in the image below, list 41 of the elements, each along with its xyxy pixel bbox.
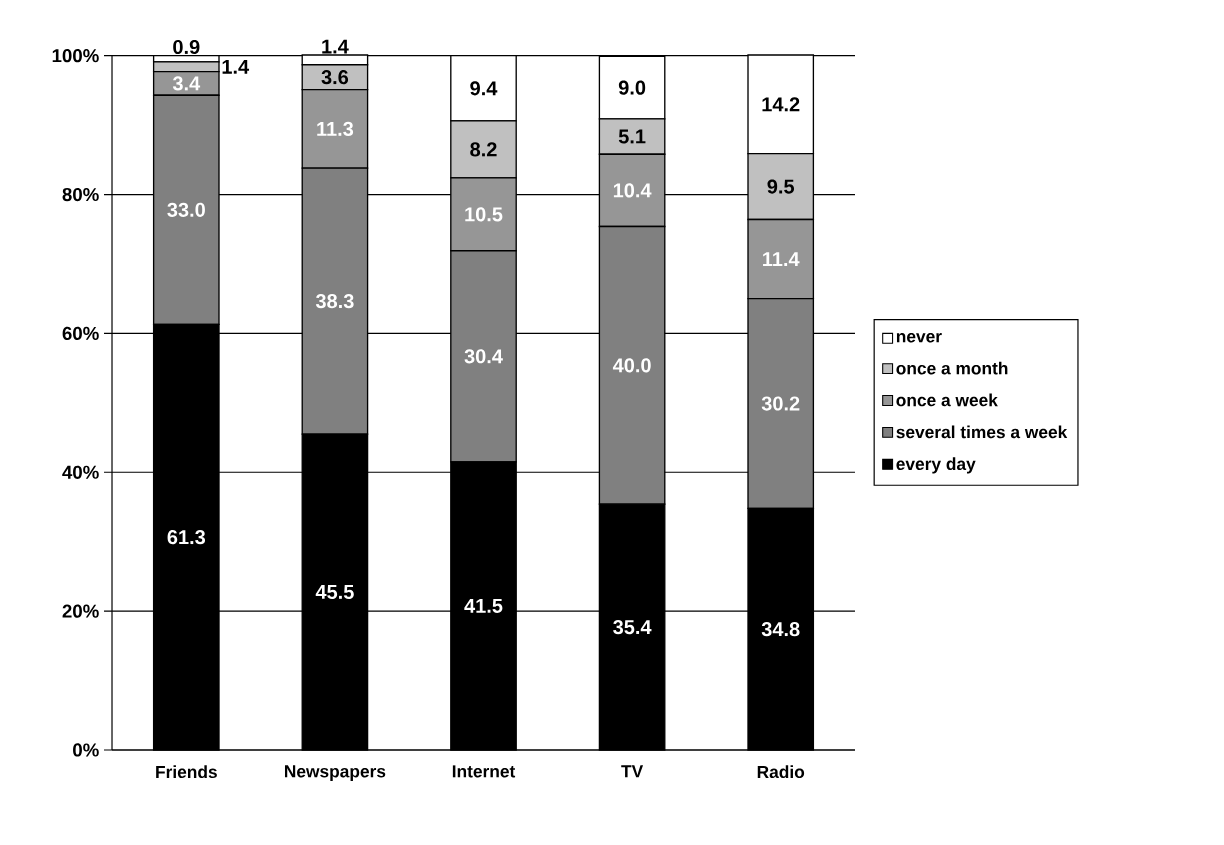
legend-label: several times a week: [896, 425, 1068, 439]
data-label: 30.2: [761, 396, 800, 411]
x-tick-label: Radio: [757, 765, 805, 779]
data-label: 45.5: [315, 585, 354, 599]
data-label: 9.0: [618, 80, 646, 95]
data-label: 3.6: [321, 70, 349, 85]
data-label: 38.3: [315, 294, 354, 309]
data-label: 14.2: [762, 97, 800, 112]
data-label: 3.4: [172, 76, 201, 91]
y-tick-label: 0%: [73, 743, 99, 757]
data-label: 1.4: [222, 59, 250, 74]
x-tick-label: Internet: [452, 765, 516, 778]
x-tick-label: Friends: [156, 765, 217, 779]
data-label: 0.9: [173, 39, 200, 55]
legend-label: once a week: [896, 393, 998, 407]
data-label: 8.2: [470, 142, 497, 157]
data-label: 11.3: [317, 121, 354, 137]
data-label: 10.4: [613, 183, 652, 198]
legend-label: every day: [896, 457, 976, 474]
data-label: 5.1: [618, 129, 646, 144]
x-tick-label: TV: [621, 765, 644, 778]
y-tick-label: 80%: [62, 187, 99, 202]
x-tick-label: Newspapers: [285, 765, 386, 781]
legend-label: never: [896, 333, 942, 343]
data-label: 33.0: [167, 202, 205, 217]
data-label: 61.3: [167, 530, 206, 545]
data-label: 11.4: [763, 252, 800, 266]
data-label: 9.5: [767, 179, 795, 194]
data-label: 1.4: [322, 39, 349, 54]
data-label: 10.5: [465, 207, 503, 222]
y-tick-label: 20%: [62, 604, 99, 618]
data-label: 41.5: [464, 598, 503, 613]
y-tick-label: 40%: [62, 465, 99, 479]
legend-label: once a month: [896, 361, 1008, 375]
data-label: 34.8: [761, 622, 800, 637]
data-label: 30.4: [464, 349, 503, 364]
y-tick-label: 60%: [62, 326, 99, 341]
data-label: 40.0: [612, 358, 651, 373]
y-tick-label: 100%: [52, 49, 99, 63]
data-label: 35.4: [613, 619, 652, 635]
data-label: 9.4: [470, 81, 498, 96]
